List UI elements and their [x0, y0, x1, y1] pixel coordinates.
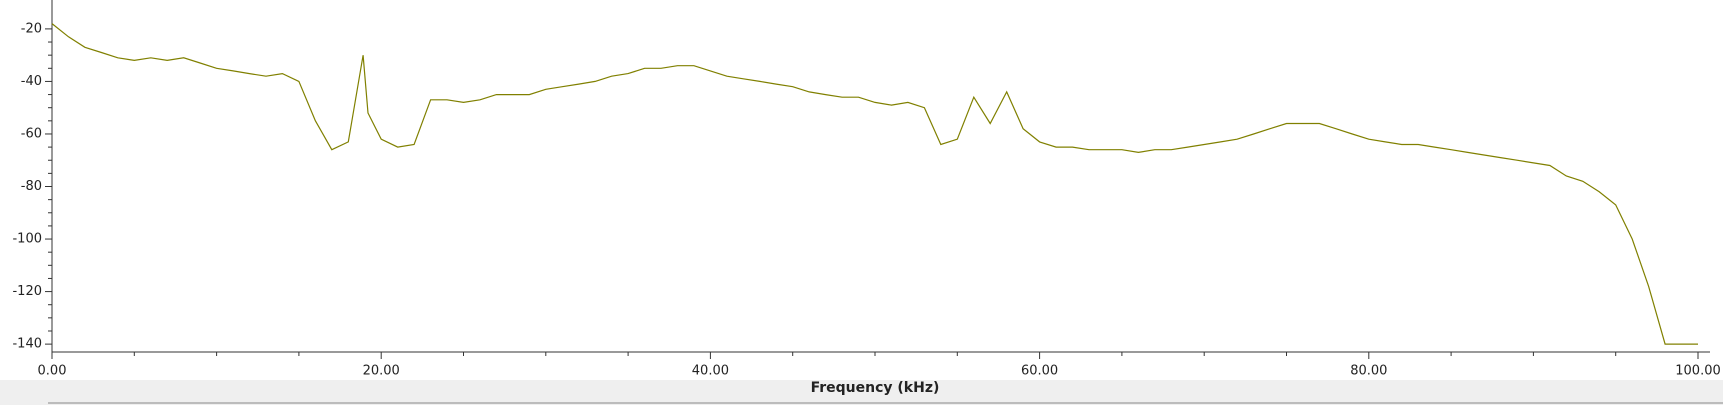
y-tick-label: -100: [12, 232, 42, 247]
y-tick-label: -40: [21, 74, 42, 89]
x-tick-label: 0.00: [38, 364, 67, 379]
x-axis-title: Frequency (kHz): [811, 380, 940, 396]
footer-strip: [0, 380, 1723, 405]
y-tick-label: -80: [21, 179, 42, 194]
y-tick-label: -60: [21, 126, 42, 141]
x-tick-label: 20.00: [363, 364, 400, 379]
x-tick-label: 100.00: [1675, 364, 1721, 379]
x-tick-label: 60.00: [1021, 364, 1058, 379]
y-tick-label: -120: [12, 284, 42, 299]
y-tick-label: -140: [12, 337, 42, 352]
x-tick-label: 80.00: [1350, 364, 1387, 379]
spectrum-line: [51, 23, 1698, 345]
x-tick-label: 40.00: [692, 364, 729, 379]
y-tick-label: -20: [21, 21, 42, 36]
